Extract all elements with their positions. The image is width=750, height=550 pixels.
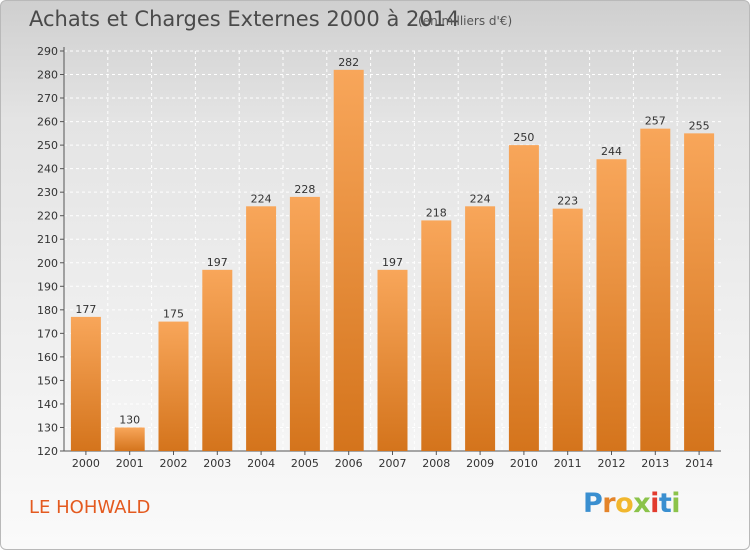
x-tick-label: 2008 [422, 457, 450, 470]
data-label: 197 [207, 256, 228, 269]
brand-letter: i [671, 488, 681, 519]
data-label: 177 [75, 303, 96, 316]
y-tick-label: 200 [37, 257, 58, 270]
bar [596, 159, 627, 451]
y-tick-label: 120 [37, 445, 58, 458]
data-label: 282 [338, 56, 359, 69]
bar [684, 133, 715, 451]
brand-letter: r [602, 488, 616, 519]
bar [508, 145, 539, 451]
commune-name: LE HOHWALD [29, 497, 151, 518]
y-tick-label: 250 [37, 139, 58, 152]
y-tick-label: 140 [37, 398, 58, 411]
y-tick-label: 220 [37, 210, 58, 223]
y-tick-label: 150 [37, 374, 58, 387]
bar [202, 269, 233, 451]
axes: 120 130 140 150 160 170 180 190 200 210 220 230 240 2… [37, 45, 721, 470]
x-tick-label: 2007 [379, 457, 407, 470]
chart-unit-label: (en milliers d'€) [418, 14, 513, 28]
bar [289, 196, 320, 451]
brand-letter: t [658, 488, 672, 519]
brand-letter: x [633, 488, 651, 519]
brand-letter: i [650, 488, 659, 519]
y-tick-label: 210 [37, 233, 58, 246]
data-label: 228 [294, 183, 315, 196]
bar [333, 69, 364, 451]
data-label: 197 [382, 256, 403, 269]
y-tick-label: 240 [37, 163, 58, 176]
x-tick-label: 2013 [641, 457, 669, 470]
brand-letter: o [615, 488, 634, 519]
brand-logo: Proxiti [583, 488, 681, 519]
y-tick-label: 230 [37, 186, 58, 199]
x-tick-label: 2009 [466, 457, 494, 470]
x-tick-label: 2002 [160, 457, 188, 470]
data-label: 255 [689, 119, 710, 132]
data-label: 130 [119, 413, 140, 426]
y-tick-label: 260 [37, 116, 58, 129]
bar [70, 316, 101, 451]
x-tick-label: 2010 [510, 457, 538, 470]
bar [640, 128, 671, 451]
y-tick-label: 270 [37, 92, 58, 105]
x-tick-label: 2005 [291, 457, 319, 470]
y-tick-label: 190 [37, 280, 58, 293]
data-label: 175 [163, 308, 184, 321]
x-tick-label: 2001 [116, 457, 144, 470]
data-label: 257 [645, 115, 666, 128]
bar [421, 220, 452, 451]
bar [552, 208, 583, 451]
bar [377, 269, 408, 451]
y-tick-label: 160 [37, 351, 58, 364]
bar [114, 427, 145, 451]
bar [158, 321, 189, 451]
data-label: 224 [251, 192, 272, 205]
data-label: 218 [426, 206, 447, 219]
x-tick-label: 2006 [335, 457, 363, 470]
data-label: 250 [513, 131, 534, 144]
bar [465, 206, 496, 451]
x-tick-label: 2003 [203, 457, 231, 470]
data-label: 223 [557, 195, 578, 208]
x-tick-label: 2014 [685, 457, 713, 470]
x-tick-label: 2000 [72, 457, 100, 470]
data-labels: 177 130 175 197 224 228 282 197 218 224 250 223 244 2… [75, 56, 709, 427]
brand-letter: P [583, 488, 603, 519]
y-tick-label: 180 [37, 304, 58, 317]
x-tick-label: 2004 [247, 457, 275, 470]
x-tick-label: 2011 [554, 457, 582, 470]
y-tick-label: 170 [37, 327, 58, 340]
data-label: 224 [470, 192, 491, 205]
y-tick-label: 280 [37, 69, 58, 82]
chart-title: Achats et Charges Externes 2000 à 2014 [29, 7, 460, 31]
bars [70, 69, 715, 451]
y-tick-label: 290 [37, 45, 58, 58]
bar [246, 206, 277, 451]
data-label: 244 [601, 145, 622, 158]
x-tick-label: 2012 [598, 457, 626, 470]
y-tick-label: 130 [37, 421, 58, 434]
